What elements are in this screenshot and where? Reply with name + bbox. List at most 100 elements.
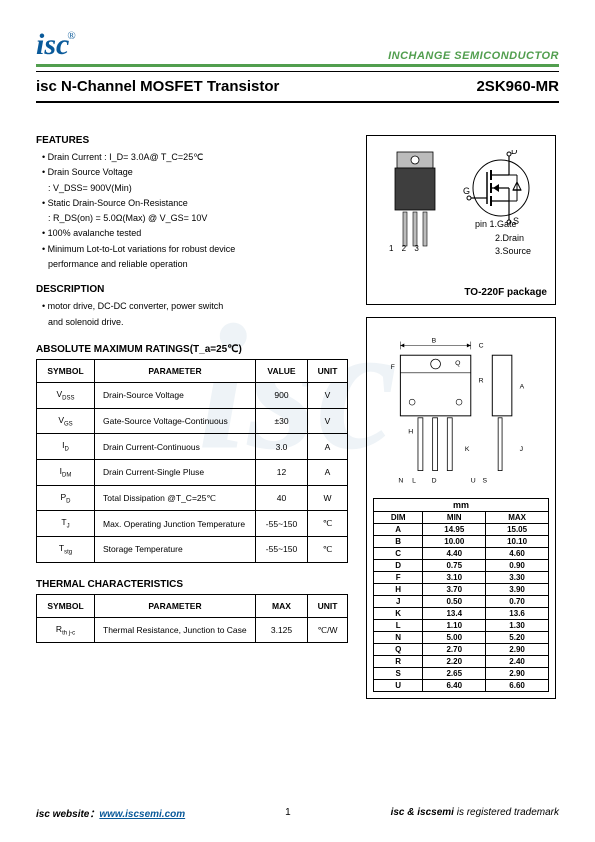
pin3-label: 3.Source xyxy=(475,245,531,259)
description-item: motor drive, DC-DC converter, power swit… xyxy=(42,299,348,314)
dimension-drawing: B C Q F A R H K D L N S U J xyxy=(373,324,549,494)
logo-reg: ® xyxy=(67,30,75,42)
table-row: D 0.75 0.90 xyxy=(374,560,549,572)
features-heading: FEATURES xyxy=(36,135,348,146)
cell-value: -55~150 xyxy=(256,511,308,537)
left-column: FEATURES Drain Current : I_D= 3.0A@ T_C=… xyxy=(36,135,348,699)
table-row: C 4.40 4.60 xyxy=(374,548,549,560)
cell-value: -55~150 xyxy=(256,537,308,563)
device-drawing xyxy=(389,150,441,250)
description-heading: DESCRIPTION xyxy=(36,284,348,295)
cell-unit: A xyxy=(308,434,348,460)
table-row: H 3.70 3.90 xyxy=(374,584,549,596)
dimensions-box: B C Q F A R H K D L N S U J mm xyxy=(366,317,556,699)
svg-text:N: N xyxy=(398,477,403,484)
cell-value: 12 xyxy=(256,460,308,486)
cell-dim: D xyxy=(374,560,423,572)
cell-param: Max. Operating Junction Temperature xyxy=(95,511,256,537)
cell-min: 6.40 xyxy=(423,680,486,692)
footer-website: isc website：www.iscsemi.com xyxy=(36,805,185,820)
cell-dim: B xyxy=(374,536,423,548)
web-link[interactable]: www.iscsemi.com xyxy=(99,809,185,820)
package-label: TO-220F package xyxy=(464,287,547,298)
cell-param: Gate-Source Voltage-Continuous xyxy=(95,408,256,434)
cell-max: 4.60 xyxy=(486,548,549,560)
col-dim: DIM xyxy=(374,512,423,524)
cell-param: Storage Temperature xyxy=(95,537,256,563)
cell-symbol: TJ xyxy=(37,511,95,537)
col-value: VALUE xyxy=(256,359,308,382)
svg-text:L: L xyxy=(412,477,416,484)
cell-value: 900 xyxy=(256,382,308,408)
col-symbol: SYMBOL xyxy=(37,359,95,382)
cell-min: 0.75 xyxy=(423,560,486,572)
svg-text:D: D xyxy=(511,150,518,156)
table-row: L 1.10 1.30 xyxy=(374,620,549,632)
cell-dim: J xyxy=(374,596,423,608)
col-min: MIN xyxy=(423,512,486,524)
cell-max: 2.90 xyxy=(486,668,549,680)
cell-max: 3.30 xyxy=(486,572,549,584)
cell-max: 2.40 xyxy=(486,656,549,668)
description-list: motor drive, DC-DC converter, power swit… xyxy=(36,299,348,314)
svg-text:A: A xyxy=(520,383,525,390)
feature-item: Drain Current : I_D= 3.0A@ T_C=25℃ xyxy=(42,150,348,165)
cell-min: 2.20 xyxy=(423,656,486,668)
svg-text:J: J xyxy=(520,446,523,453)
dim-header-row: DIM MIN MAX xyxy=(374,512,549,524)
mosfet-symbol: D G S xyxy=(463,150,533,226)
title-left: isc N-Channel MOSFET Transistor xyxy=(36,78,279,95)
svg-text:S: S xyxy=(483,477,488,484)
features-list: 100% avalanche tested Minimum Lot-to-Lot… xyxy=(36,226,348,257)
table-row: F 3.10 3.30 xyxy=(374,572,549,584)
cell-max: 5.20 xyxy=(486,632,549,644)
cell-dim: S xyxy=(374,668,423,680)
pin1-label: pin 1.Gate xyxy=(475,218,531,232)
cell-max: 15.05 xyxy=(486,524,549,536)
mm-header: mm xyxy=(374,499,549,512)
trade-bold: isc & iscsemi xyxy=(391,807,454,818)
table-row: K 13.4 13.6 xyxy=(374,608,549,620)
cell-unit: A xyxy=(308,460,348,486)
footer: isc website：www.iscsemi.com 1 isc & iscs… xyxy=(36,805,559,820)
cell-unit: V xyxy=(308,408,348,434)
cell-symbol: ID xyxy=(37,434,95,460)
svg-text:Q: Q xyxy=(455,360,460,367)
cell-max: 13.6 xyxy=(486,608,549,620)
cell-min: 4.40 xyxy=(423,548,486,560)
logo-text: isc xyxy=(36,28,69,61)
cell-max: 10.10 xyxy=(486,536,549,548)
table-row: U 6.40 6.60 xyxy=(374,680,549,692)
cell-dim: K xyxy=(374,608,423,620)
cell-dim: N xyxy=(374,632,423,644)
cell-max: 0.90 xyxy=(486,560,549,572)
cell-param: Thermal Resistance, Junction to Case xyxy=(95,617,256,643)
cell-value: ±30 xyxy=(256,408,308,434)
thermal-heading: THERMAL CHARACTERISTICS xyxy=(36,579,348,590)
cell-min: 1.10 xyxy=(423,620,486,632)
cell-min: 5.00 xyxy=(423,632,486,644)
svg-text:H: H xyxy=(408,428,413,435)
part-number: 2SK960-MR xyxy=(476,78,559,95)
cell-dim: U xyxy=(374,680,423,692)
svg-text:K: K xyxy=(465,446,470,453)
cell-max: 3.90 xyxy=(486,584,549,596)
cell-dim: H xyxy=(374,584,423,596)
table-row: Tstg Storage Temperature -55~150 ℃ xyxy=(37,537,348,563)
cell-dim: R xyxy=(374,656,423,668)
col-unit: UNIT xyxy=(308,359,348,382)
page-number: 1 xyxy=(285,807,291,818)
cell-value: 3.125 xyxy=(256,617,308,643)
table-row: N 5.00 5.20 xyxy=(374,632,549,644)
cell-symbol: VDSS xyxy=(37,382,95,408)
table-row: R 2.20 2.40 xyxy=(374,656,549,668)
cell-param: Drain Current-Single Pluse xyxy=(95,460,256,486)
cell-min: 0.50 xyxy=(423,596,486,608)
cell-unit: W xyxy=(308,485,348,511)
dimensions-table: mm DIM MIN MAX A 14.95 15.05B 10.00 10.1… xyxy=(373,498,549,692)
cell-unit: ℃ xyxy=(308,537,348,563)
cell-max: 2.90 xyxy=(486,644,549,656)
cell-dim: C xyxy=(374,548,423,560)
table-row: B 10.00 10.10 xyxy=(374,536,549,548)
logo: isc® xyxy=(36,28,78,62)
